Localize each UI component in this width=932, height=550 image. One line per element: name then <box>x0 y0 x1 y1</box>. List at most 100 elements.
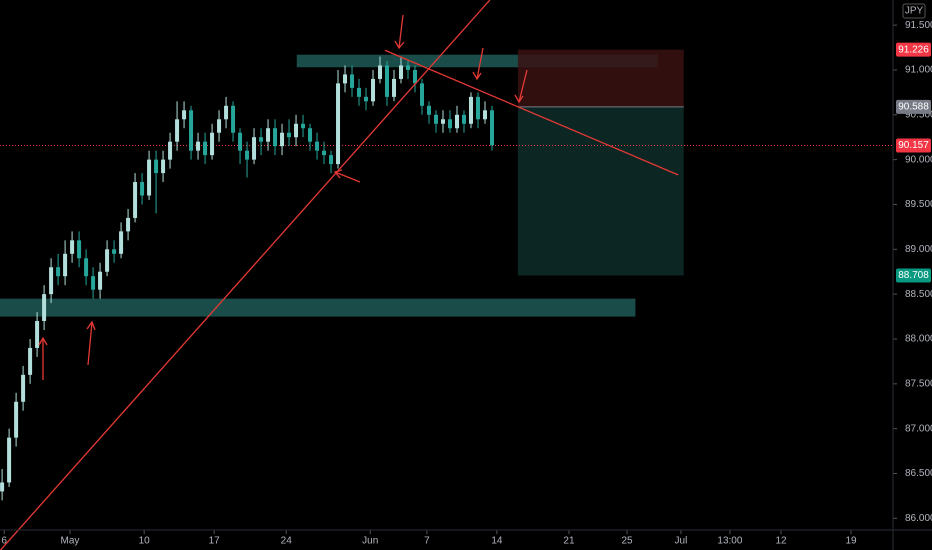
candle-body <box>489 110 494 146</box>
candle-body <box>105 249 110 272</box>
x-tick-label: 10 <box>139 536 151 547</box>
x-tick-label: 17 <box>209 536 221 547</box>
x-tick-label: 14 <box>491 536 503 547</box>
candle-body <box>447 119 452 129</box>
candle-body <box>203 141 208 156</box>
candle-body <box>259 137 264 142</box>
price-label-box <box>896 268 931 283</box>
candle-body <box>161 159 166 174</box>
candle-body <box>308 128 313 142</box>
price-label: 88.708 <box>898 270 929 281</box>
y-tick-label: 91.000 <box>905 65 932 76</box>
price-label-box <box>896 138 931 153</box>
candle-body <box>336 83 341 165</box>
y-tick-label: 88.500 <box>905 289 932 300</box>
x-tick-label: May <box>61 536 80 547</box>
candle-body <box>28 347 33 375</box>
candle-body <box>413 69 418 84</box>
candle-body <box>140 182 145 196</box>
y-tick-label: 88.000 <box>905 334 932 345</box>
currency-label: JPY <box>905 6 924 17</box>
price-label: 90.157 <box>898 140 929 151</box>
zone <box>0 298 636 317</box>
candle-body <box>238 132 243 151</box>
candle-body <box>35 321 40 348</box>
candle-body <box>182 110 187 120</box>
candle-body <box>224 105 229 120</box>
y-tick-label: 91.500 <box>905 20 932 31</box>
candle-body <box>42 294 47 322</box>
candle-body <box>364 96 369 102</box>
candle-body <box>7 437 12 483</box>
candle-body <box>112 249 117 254</box>
candle-body <box>21 374 26 402</box>
y-tick-label: 89.500 <box>905 199 932 210</box>
target-zone <box>517 106 684 276</box>
price-label: 91.226 <box>898 44 929 55</box>
candle-body <box>189 110 194 151</box>
candle-body <box>315 141 320 151</box>
price-label: 90.588 <box>898 102 929 113</box>
candle-body <box>434 114 439 124</box>
y-tick-label: 90.000 <box>905 154 932 165</box>
y-tick-label: 90.500 <box>905 109 932 120</box>
candle-body <box>49 267 54 295</box>
candle-body <box>441 119 446 124</box>
x-tick-label: 12 <box>775 536 787 547</box>
candle-body <box>273 128 278 147</box>
x-tick-label: 19 <box>845 536 857 547</box>
candle-body <box>461 114 466 124</box>
candle-body <box>280 132 285 147</box>
candle-body <box>322 150 327 156</box>
candle-body <box>217 119 222 133</box>
candle-body <box>357 87 362 97</box>
y-tick-label: 86.500 <box>905 468 932 479</box>
x-tick-label: Jul <box>675 536 688 547</box>
candle-body <box>147 159 152 196</box>
price-label-box <box>896 42 931 57</box>
y-tick-label: 86.000 <box>905 513 932 524</box>
annotation-arrows <box>38 14 528 380</box>
candle-body <box>77 240 82 259</box>
x-tick-label: 24 <box>281 536 293 547</box>
stop-zone <box>517 49 684 107</box>
candle-body <box>210 132 215 156</box>
candle-body <box>385 65 390 97</box>
candle-body <box>168 141 173 160</box>
candle-body <box>84 258 89 277</box>
candle-body <box>392 78 397 97</box>
candle-body <box>475 96 480 120</box>
candle-body <box>427 105 432 115</box>
candle-body <box>294 123 299 138</box>
candle-body <box>0 482 5 492</box>
candle-body <box>371 78 376 102</box>
candle-body <box>482 110 487 120</box>
candle-body <box>133 182 138 218</box>
candle-body <box>420 83 425 106</box>
x-tick-label: Jun <box>362 536 378 547</box>
candle-body <box>245 150 250 160</box>
candle-body <box>350 74 355 88</box>
candle-body <box>14 401 19 438</box>
candle-body <box>196 141 201 151</box>
candle-body <box>119 231 124 254</box>
candle-body <box>126 217 131 232</box>
candle-body <box>406 65 411 70</box>
trend-line <box>0 0 491 550</box>
candle-body <box>343 74 348 84</box>
y-tick-label: 87.500 <box>905 378 932 389</box>
candle-body <box>70 240 75 254</box>
y-tick-label: 87.000 <box>905 423 932 434</box>
x-tick-label: 13:00 <box>717 536 742 547</box>
candle-body <box>266 128 271 142</box>
candle-body <box>329 155 334 165</box>
candle-body <box>56 267 61 277</box>
y-tick-label: 89.000 <box>905 244 932 255</box>
trend-line <box>384 49 679 176</box>
x-tick-label: 21 <box>563 536 575 547</box>
candle-body <box>378 65 383 79</box>
candle-body <box>468 96 473 124</box>
